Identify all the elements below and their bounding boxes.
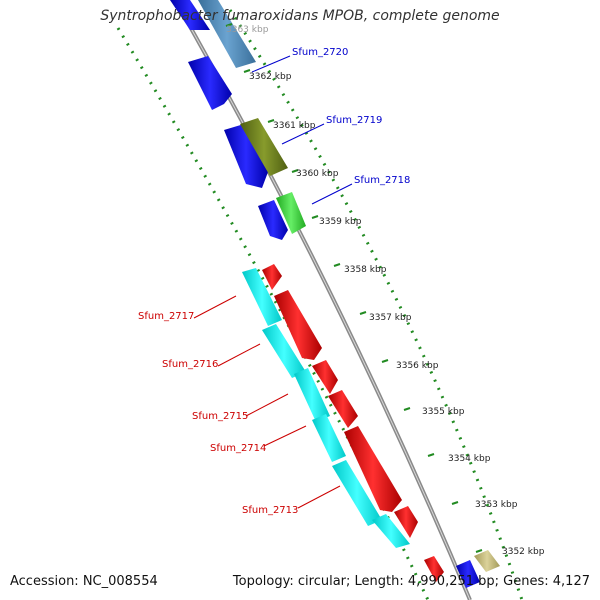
kbp-label: 3355 kbp [422, 407, 465, 417]
accession-text: Accession: NC_008554 [10, 574, 158, 589]
kbp-label: 3354 kbp [448, 454, 491, 464]
gene-label-sfum-2714: Sfum_2714 [210, 443, 266, 454]
kbp-labels: 3363 kbp 3362 kbp 3361 kbp 3360 kbp 3359… [226, 25, 545, 557]
gene-sfum-2715-forward [294, 360, 338, 422]
gene-label-sfum-2718: Sfum_2718 [354, 175, 410, 186]
gene-sfum-2716-forward [262, 290, 322, 378]
gene-label-sfum-2719: Sfum_2719 [326, 115, 382, 126]
gene-label-sfum-2713: Sfum_2713 [242, 505, 298, 516]
gene-sfum-2719-reverse [224, 118, 288, 188]
kbp-label: 3359 kbp [319, 217, 362, 227]
kbp-label: 3357 kbp [369, 313, 412, 323]
gene-sfum-2714-forward [312, 390, 358, 462]
kbp-label: 3358 kbp [344, 265, 387, 275]
kbp-label: 3352 kbp [502, 547, 545, 557]
gene-label-sfum-2716: Sfum_2716 [162, 359, 218, 370]
kbp-label: 3360 kbp [296, 169, 339, 179]
gene-sfum-2713-forward [332, 426, 418, 548]
gene-label-sfum-2717: Sfum_2717 [138, 311, 194, 322]
gene-bottom-segments [424, 550, 500, 588]
kbp-label: 3353 kbp [475, 500, 518, 510]
gene-sfum-2718-reverse [258, 192, 306, 240]
kbp-label: 3362 kbp [249, 72, 292, 82]
kbp-label: 3356 kbp [396, 361, 439, 371]
gene-labels: Sfum_2720 Sfum_2719 Sfum_2718 Sfum_2717 … [138, 47, 410, 516]
genome-title: Syntrophobacter fumaroxidans MPOB, compl… [100, 8, 500, 24]
gene-label-leaders [193, 55, 353, 509]
gene-label-sfum-2720: Sfum_2720 [292, 47, 348, 58]
kbp-label: 3361 kbp [273, 121, 316, 131]
topology-text: Topology: circular; Length: 4,990,251 bp… [232, 574, 590, 589]
kbp-label: 3363 kbp [226, 25, 269, 35]
gene-sfum-2717-forward [242, 264, 282, 326]
gene-sfum-2720-reverse [170, 0, 256, 110]
gene-label-sfum-2715: Sfum_2715 [192, 411, 248, 422]
kbp-ticks [225, 23, 483, 553]
